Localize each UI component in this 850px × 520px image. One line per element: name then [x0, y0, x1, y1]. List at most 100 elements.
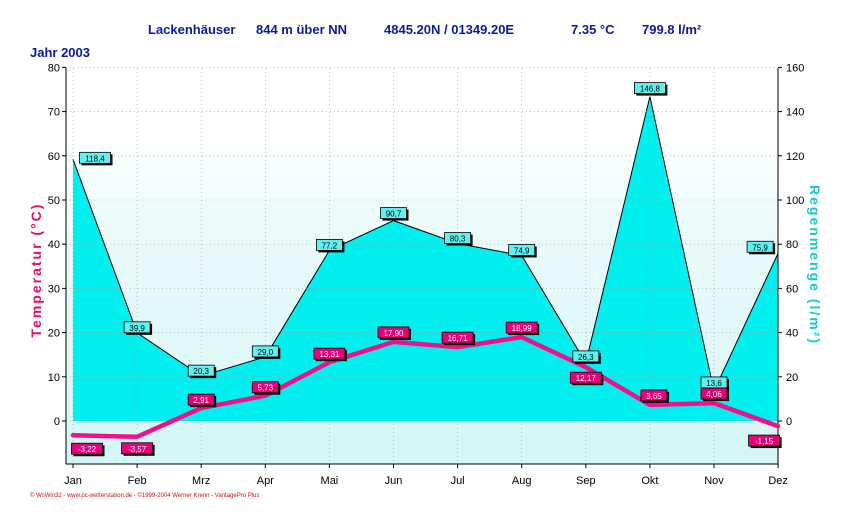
label-text: 5,73 [258, 384, 274, 393]
rain-data-label: 20,3 [187, 364, 217, 379]
label-box [634, 82, 666, 94]
left-tick-label: 10 [48, 372, 60, 384]
label-text: -3,57 [128, 445, 147, 454]
label-box [313, 347, 346, 360]
label-text: 13,31 [319, 350, 340, 359]
temperature-data-label: 4,06 [700, 387, 729, 402]
label-box [700, 387, 728, 400]
label-box [380, 207, 407, 219]
x-tick-label: Mai [321, 475, 339, 487]
left-tick-label: 30 [48, 283, 60, 295]
left-tick-label: 50 [48, 195, 60, 207]
station-coordinates: 4845.20N / 01349.20E [384, 22, 514, 37]
right-tick-label: 60 [786, 283, 798, 295]
left-tick-label: 0 [54, 416, 60, 428]
label-text: 2,91 [193, 396, 209, 405]
label-text: 90,7 [386, 210, 402, 219]
label-text: 80,3 [450, 235, 466, 244]
rain-data-label: 118,4 [79, 151, 113, 166]
label-box [123, 321, 151, 334]
rain-data-label: 74,9 [508, 244, 537, 258]
label-box [377, 326, 410, 339]
temperature-data-label: 2,91 [187, 393, 217, 408]
label-box [441, 331, 474, 344]
label-box [572, 350, 600, 363]
right-tick-label: 140 [786, 107, 804, 119]
rain-data-label: 90,7 [380, 207, 409, 221]
rain-data-label: 80,3 [444, 232, 473, 246]
rain-data-label: 75,9 [746, 240, 776, 255]
label-text: 18,99 [512, 324, 533, 333]
x-tick-label: Apr [257, 475, 274, 487]
temperature-data-label: -1,15 [748, 434, 782, 449]
label-text: 3,65 [646, 392, 662, 401]
label-box [640, 389, 668, 402]
rain-data-label: 146,8 [634, 82, 668, 96]
label-text: 13,6 [706, 379, 722, 388]
left-tick-label: 70 [48, 107, 60, 119]
temperature-data-label: 3,65 [640, 389, 669, 403]
label-text: 39,9 [129, 324, 145, 333]
left-tick-label: 60 [48, 151, 60, 163]
label-box [71, 442, 103, 455]
label-text: 29,0 [258, 348, 274, 357]
left-axis-title: Temperatur (°C) [28, 203, 44, 338]
right-tick-label: 80 [786, 239, 798, 251]
label-box [444, 232, 472, 244]
label-box [251, 381, 279, 394]
temperature-data-label: -3,57 [121, 442, 155, 456]
footer-credit: © WsWin32 - www.pc-wetterstation.de - ©1… [30, 492, 259, 499]
temperature-line [70, 334, 781, 440]
left-tick-label: 40 [48, 239, 60, 251]
right-tick-label: 20 [786, 372, 798, 384]
x-tick-label: Nov [704, 475, 724, 487]
label-box [121, 442, 153, 455]
temperature-series [70, 334, 781, 440]
label-box [508, 244, 536, 256]
label-box [505, 321, 538, 334]
right-axis-title: Regenmenge (l/m²) [807, 185, 823, 345]
left-tick-label: 20 [48, 328, 60, 340]
year-label: Jahr 2003 [30, 45, 90, 60]
label-text: 20,3 [193, 367, 209, 376]
label-text: 146,8 [640, 85, 661, 94]
label-text: 17,90 [383, 329, 404, 338]
label-box [569, 371, 602, 384]
label-text: -3,22 [78, 445, 97, 454]
label-box [748, 434, 780, 447]
label-text: 4,06 [706, 390, 722, 399]
data-labels: 118,4 39,9 20,3 29,0 77,2 90,7 80,3 74,9 26,3 146… [71, 82, 782, 457]
x-tick-label: Dez [768, 475, 788, 487]
x-tick-label: Jan [64, 475, 82, 487]
rain-data-label: 39,9 [123, 321, 153, 335]
right-tick-label: 160 [786, 62, 804, 74]
label-text: -1,15 [755, 437, 774, 446]
temperature-data-label: 17,90 [377, 326, 411, 340]
label-box [187, 393, 215, 406]
label-box [315, 238, 343, 251]
rain-data-label: 29,0 [251, 345, 281, 359]
mean-temperature: 7.35 °C [571, 22, 615, 37]
x-tick-label: Sep [576, 475, 596, 487]
label-text: 75,9 [752, 243, 768, 252]
label-text: 74,9 [514, 246, 530, 255]
temperature-data-label: 5,73 [251, 381, 281, 395]
x-tick-label: Mrz [192, 475, 210, 487]
label-text: 118,4 [85, 154, 105, 163]
label-box [79, 151, 111, 164]
temperature-data-label: 12,17 [569, 371, 604, 386]
station-altitude: 844 m über NN [256, 22, 347, 37]
label-text: 77,2 [322, 241, 338, 250]
temperature-data-label: 18,99 [505, 321, 540, 336]
label-text: 16,71 [448, 334, 469, 343]
x-tick-label: Feb [128, 475, 147, 487]
total-rainfall: 799.8 l/m² [642, 22, 702, 37]
grid [66, 67, 779, 464]
temperature-data-label: 13,31 [313, 347, 347, 362]
rain-area [73, 96, 779, 421]
label-box [746, 240, 774, 253]
left-tick-label: 80 [48, 62, 60, 74]
right-tick-label: 120 [786, 151, 804, 163]
